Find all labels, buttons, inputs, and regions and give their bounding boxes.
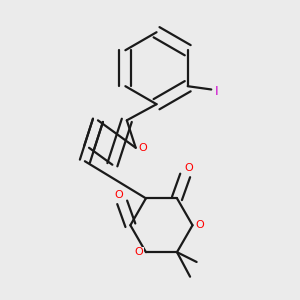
Text: O: O — [184, 163, 193, 173]
Text: O: O — [115, 190, 123, 200]
Text: O: O — [139, 143, 147, 153]
Text: I: I — [215, 85, 218, 98]
Text: O: O — [134, 247, 143, 257]
Text: O: O — [195, 220, 204, 230]
